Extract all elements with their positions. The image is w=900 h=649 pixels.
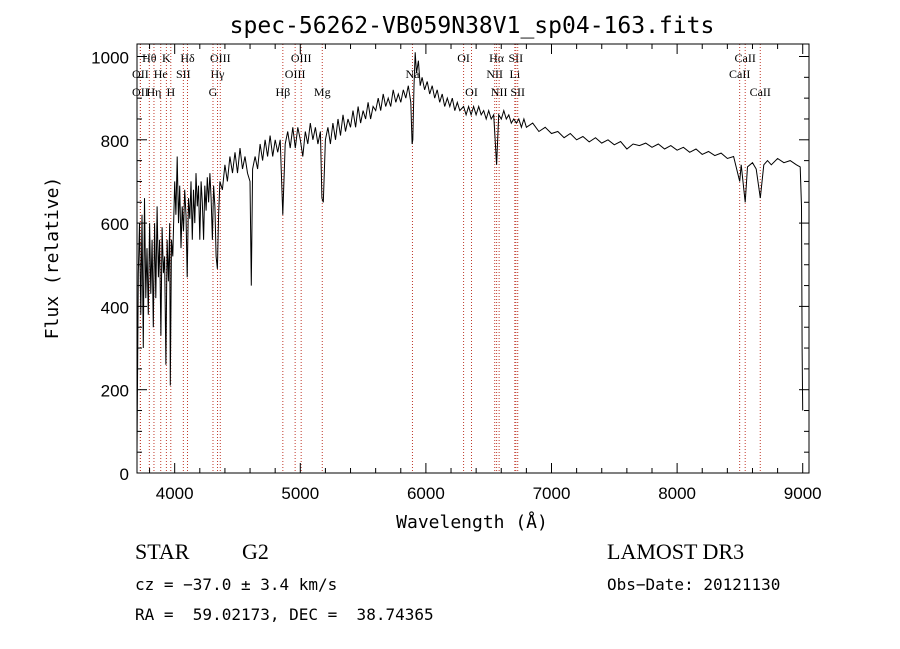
survey-name: LAMOST DR3 <box>607 539 744 564</box>
spectrum-series <box>136 52 804 453</box>
spectral-line-label: CaII <box>750 85 771 99</box>
coordinates-text: RA = 59.02173, DEC = 38.74365 <box>135 605 434 624</box>
spectral-line-label: OIII <box>210 51 231 65</box>
y-tick-label: 0 <box>120 465 129 484</box>
spectral-line-label: K <box>162 51 171 65</box>
x-axis-label: Wavelength (Å) <box>396 511 548 533</box>
x-tick-label: 9000 <box>784 484 822 503</box>
observation-date: Obs−Date: 20121130 <box>607 575 780 594</box>
object-class: STAR <box>135 539 190 564</box>
spectral-line-label: Mg <box>314 85 331 99</box>
y-axis: 0 200 400 600 800 1000 <box>91 48 809 484</box>
y-tick-label: 200 <box>101 382 129 401</box>
spectral-line-label: OI <box>465 85 478 99</box>
y-tick-label: 800 <box>101 132 129 151</box>
x-axis: 4000 5000 6000 7000 8000 9000 <box>149 44 822 503</box>
spectral-line-label: OIII <box>291 51 312 65</box>
y-tick-label: 1000 <box>91 48 129 67</box>
spectral-line-label: NII <box>486 67 503 81</box>
chart-title: spec-56262-VB059N38V1_sp04-163.fits <box>230 13 715 39</box>
spectral-line-label: Hβ <box>275 85 290 99</box>
spectral-line-label: Hη <box>146 85 161 99</box>
x-tick-label: 4000 <box>156 484 194 503</box>
redshift-text: cz = −37.0 ± 3.4 km/s <box>135 575 337 594</box>
spectral-line-label: H <box>166 85 175 99</box>
spectral-line-label: Li <box>509 67 520 81</box>
y-axis-label: Flux (relative) <box>42 177 63 340</box>
spectral-line-label: Na <box>405 67 420 81</box>
spectral-line-label: OII <box>132 85 149 99</box>
spectral-line-label: CaII <box>735 51 756 65</box>
spectral-line-label: Hθ <box>142 51 157 65</box>
spectral-line-label: OIII <box>285 67 306 81</box>
y-tick-label: 600 <box>101 215 129 234</box>
spectral-line-label: SII <box>510 85 525 99</box>
x-tick-label: 5000 <box>281 484 319 503</box>
x-tick-label: 6000 <box>407 484 445 503</box>
x-tick-label: 7000 <box>533 484 571 503</box>
spectral-line-label: Hδ <box>180 51 195 65</box>
plot-frame <box>136 43 810 474</box>
object-subclass: G2 <box>242 539 269 564</box>
spectral-line-label: He <box>154 67 168 81</box>
spectral-line-label: G <box>209 85 218 99</box>
x-tick-label: 8000 <box>658 484 696 503</box>
spectral-line-label: NII <box>491 85 508 99</box>
spectral-line-label: OI <box>457 51 470 65</box>
y-tick-label: 400 <box>101 298 129 317</box>
spectral-line-label: CaII <box>729 67 750 81</box>
spectral-line-label: SII <box>508 51 523 65</box>
spectral-line-label: SII <box>176 67 191 81</box>
spectral-line-label: Hγ <box>211 67 226 81</box>
spectrum-line <box>136 52 804 453</box>
spectral-line-label: Hα <box>489 51 505 65</box>
